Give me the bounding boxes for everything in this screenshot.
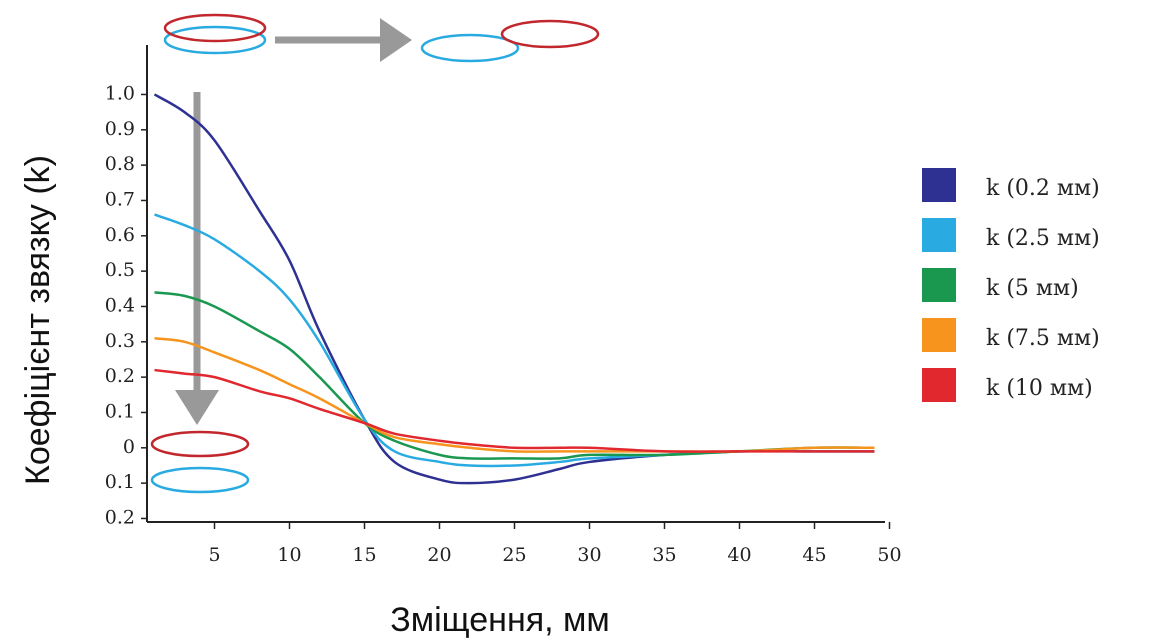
x-tick-label: 35 [652,544,676,566]
series-line [154,368,875,453]
y-tick-label: 0.9 [105,118,135,140]
x-tick-label: 5 [208,544,220,566]
legend-swatch [922,318,956,352]
series-line [154,337,875,453]
legend-label: k (5 мм) [986,276,1079,301]
legend-swatch [922,168,956,202]
y-tick-label: 0.2 [105,506,135,528]
y-tick-label: 0.8 [105,153,135,175]
legend-label: k (2.5 мм) [986,226,1100,251]
x-tick-label: 15 [352,544,376,566]
series-line [153,93,875,485]
legend-swatch [922,368,956,402]
x-tick-label: 40 [727,544,751,566]
legend-swatch [922,218,956,252]
x-tick-label: 10 [277,544,301,566]
series-line [154,291,875,460]
x-tick-label: 30 [577,544,601,566]
y-tick-label: 0.1 [105,471,135,493]
y-tick-label: 0.5 [105,259,135,281]
y-tick-label: 0 [123,436,135,458]
legend-swatch [922,268,956,302]
x-axis-title: Зміщення, мм [390,601,610,639]
legend-label: k (10 мм) [986,376,1093,401]
diagram-decoration [150,13,600,494]
series-line [154,213,875,468]
x-tick-label: 45 [802,544,826,566]
y-tick-label: 0.4 [105,294,135,316]
y-tick-label: 0.2 [105,365,135,387]
y-tick-label: 0.1 [105,400,135,422]
x-tick-label: 25 [502,544,526,566]
y-tick-label: 1.0 [105,82,135,104]
legend-label: k (7.5 мм) [986,326,1100,351]
y-tick-label: 0.3 [105,330,135,352]
legend-label: k (0.2 мм) [986,176,1100,201]
x-tick-label: 20 [427,544,451,566]
y-axis-title: Коефіцієнт звязку (k) [19,155,57,485]
y-tick-label: 0.7 [105,188,135,210]
y-tick-label: 0.6 [105,224,135,246]
x-tick-label: 50 [877,544,901,566]
